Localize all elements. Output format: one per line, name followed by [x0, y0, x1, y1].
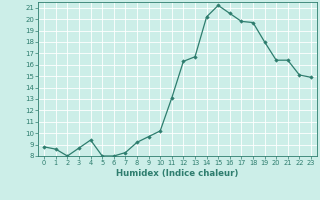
X-axis label: Humidex (Indice chaleur): Humidex (Indice chaleur): [116, 169, 239, 178]
